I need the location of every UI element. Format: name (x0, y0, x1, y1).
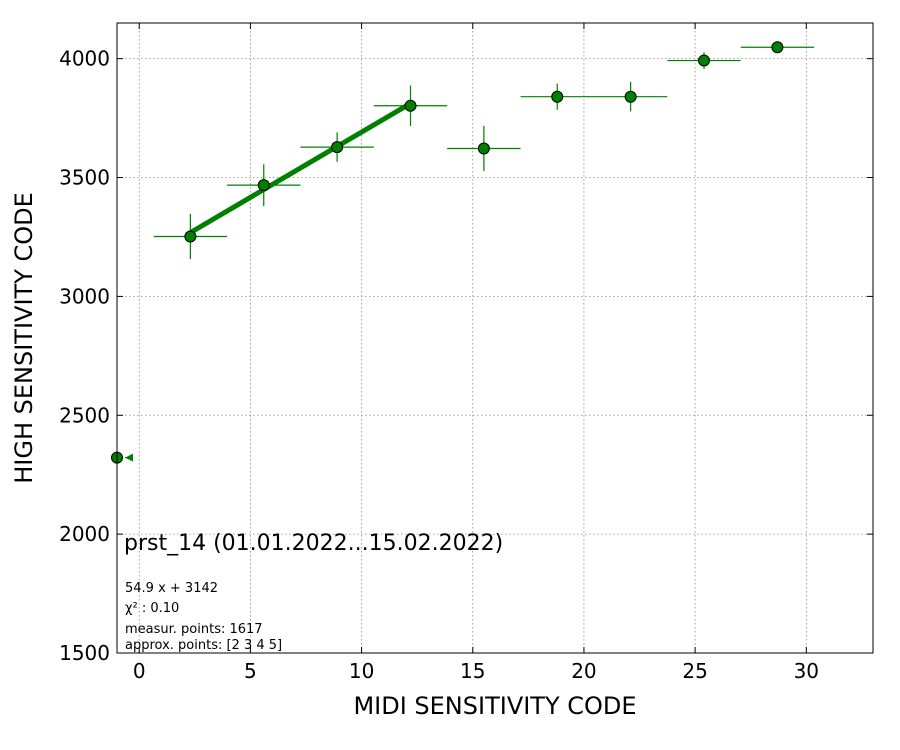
grid-lines (117, 23, 873, 654)
data-markers (111, 41, 784, 464)
data-point (698, 54, 711, 67)
axis-ticks (117, 23, 873, 654)
fit-line (189, 101, 412, 235)
data-point (551, 90, 564, 103)
data-point (184, 230, 197, 243)
plot-area (117, 23, 873, 653)
y-tick-label: 2000 (59, 522, 110, 546)
y-tick-label: 3500 (59, 166, 110, 190)
x-tick-label: 10 (349, 659, 374, 683)
y-tick-label: 4000 (59, 47, 110, 71)
data-point (771, 41, 784, 54)
data-point (404, 99, 417, 112)
measur-points-label: measur. points: 1617 (125, 622, 263, 637)
y-tick-label: 3000 (59, 284, 110, 308)
y-tick-label: 2500 (59, 403, 110, 427)
tick-labels: 0 5 10 15 20 25 30 1500 2000 2500 3000 3500 4000 (59, 47, 819, 683)
x-tick-label: 30 (794, 659, 819, 683)
data-point (257, 179, 270, 192)
approx-points-label: approx. points: [2 3 4 5] (125, 638, 282, 653)
x-tick-label: 0 (133, 659, 146, 683)
offscale-arrow-head (125, 453, 133, 462)
chi2-label: χ² : 0.10 (125, 601, 179, 616)
x-tick-label: 5 (244, 659, 257, 683)
data-point (331, 141, 344, 154)
fit-equation-label: 54.9 x + 3142 (125, 581, 218, 596)
y-axis-label: HIGH SENSITIVITY CODE (10, 192, 38, 484)
chart-title: prst_14 (01.01.2022...15.02.2022) (124, 531, 503, 556)
x-tick-label: 20 (571, 659, 596, 683)
x-tick-label: 25 (682, 659, 707, 683)
x-axis-label: MIDI SENSITIVITY CODE (353, 692, 636, 720)
data-point (624, 90, 637, 103)
fit-line-group (189, 101, 412, 235)
data-point (477, 142, 490, 155)
x-tick-label: 15 (460, 659, 485, 683)
plot-frame (116, 22, 874, 654)
y-tick-label: 1500 (59, 641, 110, 665)
